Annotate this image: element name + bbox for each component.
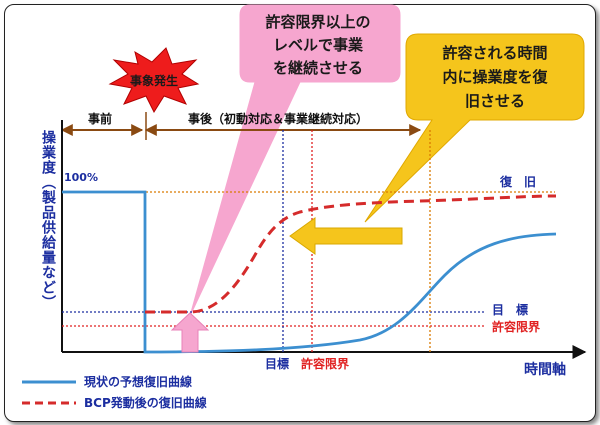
y-axis-label: 操業度（製品供給量など） <box>40 129 57 310</box>
legend: 現状の予想復旧曲線 BCP発動後の復旧曲線 <box>22 374 207 410</box>
after-label: 事後（初動対応＆事業継続対応） <box>188 111 368 126</box>
yellow-callout-line-2: 内に操業度を復 <box>442 68 548 86</box>
recovery-label: 復 旧 <box>499 174 536 189</box>
tolerance-time-label: 許容限界 <box>301 356 349 371</box>
event-starburst: 事象発生 <box>108 47 200 114</box>
pink-callout-line-3: を継続させる <box>273 59 363 77</box>
tolerance-label: 許容限界 <box>492 319 540 334</box>
before-label: 事前 <box>88 111 112 126</box>
pink-callout-line-2: レベルで事業 <box>273 36 364 54</box>
bcp-recovery-curve <box>145 194 557 314</box>
legend-bcp-label: BCP発動後の復旧曲線 <box>84 395 207 410</box>
yellow-left-arrow <box>289 217 403 255</box>
current-recovery-curve <box>62 190 557 354</box>
legend-current-label: 現状の予想復旧曲線 <box>84 374 192 389</box>
yellow-callout-line-3: 旧させる <box>465 92 525 110</box>
pink-callout-line-1: 許容限界以上の <box>265 13 370 31</box>
pink-callout: 許容限界以上の レベルで事業 を継続させる <box>189 4 401 317</box>
yellow-callout-line-1: 許容される時間 <box>442 44 547 62</box>
target-label: 目 標 <box>492 302 528 317</box>
timeline-arrows: 事前 事後（初動対応＆事業継続対応） <box>60 111 422 140</box>
pink-up-arrow <box>170 312 210 353</box>
yellow-callout: 許容される時間 内に操業度を復 旧させる <box>364 33 585 223</box>
pct100-label: 100% <box>64 171 98 184</box>
x-axis-label: 時間軸 <box>524 361 566 378</box>
event-label: 事象発生 <box>130 73 178 88</box>
target-time-label: 目標 <box>265 356 289 371</box>
